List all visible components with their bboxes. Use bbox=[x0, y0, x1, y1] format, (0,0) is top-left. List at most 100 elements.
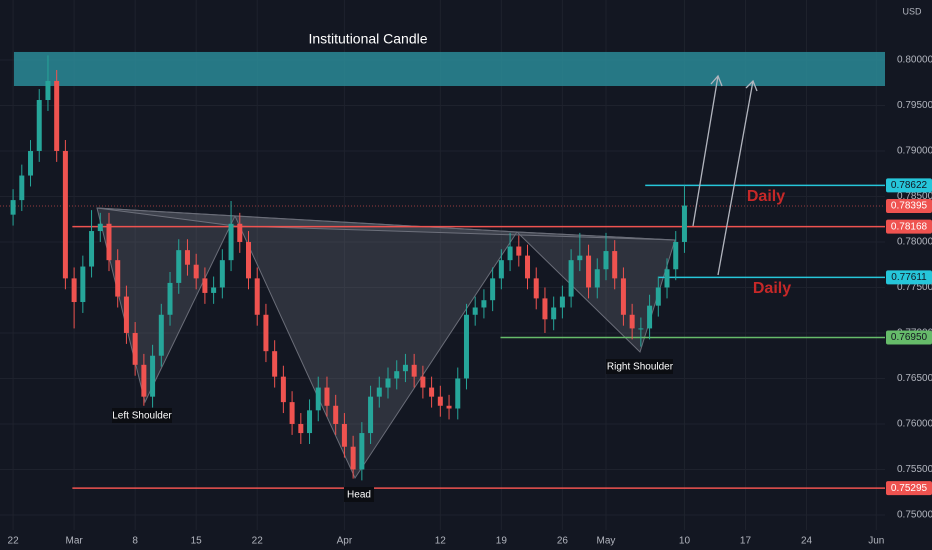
candle-body bbox=[315, 387, 321, 411]
candle-body bbox=[106, 223, 112, 261]
candle-body bbox=[402, 364, 408, 372]
y-tick-label: 0.76000 bbox=[897, 419, 932, 430]
candle-body bbox=[673, 241, 679, 270]
y-tick-label: 0.78000 bbox=[897, 237, 932, 248]
annotation: Daily bbox=[753, 280, 791, 297]
x-tick-label: 22 bbox=[8, 536, 20, 547]
x-tick-label: Jun bbox=[868, 536, 884, 547]
candle-body bbox=[446, 405, 452, 409]
zone-layer: Institutional Candle bbox=[13, 31, 885, 86]
candle-body bbox=[551, 307, 557, 320]
candle-body bbox=[612, 251, 618, 279]
axes: 22 Mar 8 15 22 Apr 12 19 26 May 10 17 24 Jun 0.75000 0.… bbox=[8, 55, 932, 547]
candle-body bbox=[647, 305, 653, 329]
candle-body bbox=[237, 223, 243, 242]
y-tick-label: 0.78500 bbox=[897, 191, 932, 202]
level-label: 0.78622 bbox=[891, 180, 928, 191]
annotation: Daily bbox=[747, 188, 785, 205]
candle-body bbox=[568, 260, 574, 297]
candle-body bbox=[341, 423, 347, 447]
currency: USD bbox=[902, 6, 922, 16]
candle-body bbox=[80, 266, 86, 303]
level-label: 0.78395 bbox=[891, 201, 928, 212]
candle-body bbox=[359, 433, 365, 470]
candle-body bbox=[481, 300, 487, 308]
candle-body bbox=[45, 80, 51, 101]
candle-body bbox=[333, 405, 339, 424]
level-label: 0.76950 bbox=[891, 332, 928, 343]
candle-body bbox=[132, 332, 138, 365]
x-tick-label: 12 bbox=[435, 536, 447, 547]
annotation: Right Shoulder bbox=[607, 362, 674, 373]
candle-body bbox=[202, 278, 208, 293]
candle-body bbox=[463, 314, 469, 379]
level-label-box bbox=[886, 219, 932, 234]
candle-body bbox=[533, 278, 539, 299]
candle-body bbox=[559, 296, 565, 308]
candle-body bbox=[603, 251, 609, 270]
candle-body bbox=[324, 387, 330, 406]
levels bbox=[0, 184, 885, 489]
label-box bbox=[606, 359, 673, 374]
zone-label: Institutional Candle bbox=[308, 31, 427, 47]
candle-body bbox=[36, 100, 42, 151]
candle-body bbox=[123, 296, 129, 333]
arrow bbox=[692, 75, 719, 227]
candle-body bbox=[542, 298, 548, 320]
y-tick-label: 0.75000 bbox=[897, 510, 932, 521]
candle-body bbox=[176, 250, 182, 283]
level-label-box bbox=[886, 481, 932, 496]
candle-body bbox=[307, 410, 313, 434]
candle-body bbox=[62, 150, 68, 279]
y-tick-label: 0.80000 bbox=[897, 55, 932, 66]
x-tick-label: 10 bbox=[679, 536, 691, 547]
y-tick-label: 0.79000 bbox=[897, 146, 932, 157]
candle-body bbox=[629, 314, 635, 329]
pattern bbox=[96, 207, 676, 480]
annotations: Left Shoulder Head Right Shoulder Daily … bbox=[112, 188, 791, 502]
candle-body bbox=[89, 231, 95, 267]
y-tick-label: 0.75500 bbox=[897, 464, 932, 475]
candle-body bbox=[594, 269, 600, 288]
candle-body bbox=[498, 260, 504, 279]
candle-body bbox=[19, 175, 25, 201]
x-tick-label: 17 bbox=[740, 536, 752, 547]
level-label-box bbox=[886, 199, 932, 214]
candle-body bbox=[490, 278, 496, 301]
label-box bbox=[112, 408, 172, 423]
candle-body bbox=[167, 282, 173, 315]
candle-body bbox=[141, 364, 147, 397]
candle-body bbox=[272, 351, 278, 377]
candle-body bbox=[158, 314, 164, 356]
candle-body bbox=[228, 223, 234, 261]
zone bbox=[13, 51, 885, 86]
candle-body bbox=[350, 446, 356, 470]
candle-body bbox=[28, 150, 34, 176]
x-tick-label: 15 bbox=[191, 536, 203, 547]
candle-body bbox=[429, 387, 435, 397]
x-tick-label: 19 bbox=[496, 536, 508, 547]
candle-body bbox=[211, 287, 217, 293]
arrow-head bbox=[745, 79, 758, 92]
candle-body bbox=[184, 250, 190, 265]
x-tick-label: 22 bbox=[252, 536, 264, 547]
candle-body bbox=[638, 328, 644, 330]
candle-body bbox=[97, 223, 103, 232]
annotation: Left Shoulder bbox=[112, 411, 172, 422]
y-tick-label: 0.76500 bbox=[897, 373, 932, 384]
level-label: 0.78168 bbox=[891, 221, 928, 232]
candle-body bbox=[263, 314, 269, 352]
y-tick-label: 0.79500 bbox=[897, 100, 932, 111]
y-tick-label: 0.77500 bbox=[897, 282, 932, 293]
x-tick-label: Mar bbox=[65, 536, 83, 547]
candle-body bbox=[507, 246, 513, 261]
candle-body bbox=[394, 371, 400, 379]
arrow bbox=[717, 80, 754, 276]
head-shape bbox=[234, 215, 518, 480]
candle-body bbox=[472, 307, 478, 315]
candle-body bbox=[150, 355, 156, 397]
candle-body bbox=[193, 264, 199, 279]
x-tick-label: 26 bbox=[557, 536, 569, 547]
candle-body bbox=[577, 255, 583, 261]
